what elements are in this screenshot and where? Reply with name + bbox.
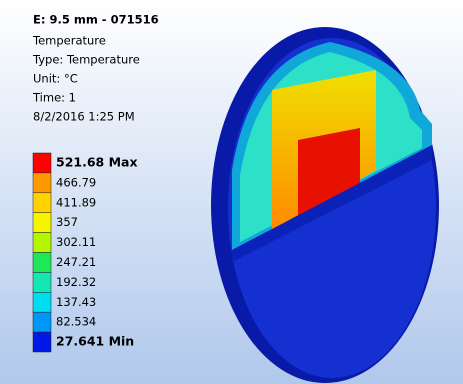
legend-swatch xyxy=(33,292,51,312)
info-line: Type: Temperature xyxy=(32,53,140,67)
legend-swatch xyxy=(33,272,51,292)
legend-label: 137.43 xyxy=(56,295,96,309)
viewport: 521.68 Max 466.79 411.89 357 302.11 247.21 192… xyxy=(0,0,463,384)
info-line: Unit: °C xyxy=(33,72,78,86)
result-title: E: 9.5 mm - 071516 xyxy=(33,13,159,27)
info-line: Temperature xyxy=(32,34,106,48)
model xyxy=(211,27,439,383)
legend-swatch xyxy=(33,332,51,352)
legend-label: 411.89 xyxy=(56,195,96,209)
legend-swatch xyxy=(33,233,51,253)
legend-label: 357 xyxy=(56,215,78,229)
info-line: Time: 1 xyxy=(32,91,76,105)
legend-label: 192.32 xyxy=(56,275,96,289)
legend-swatch xyxy=(33,213,51,233)
legend-label: 27.641 Min xyxy=(56,334,134,349)
legend-label: 521.68 Max xyxy=(56,155,138,170)
legend-swatch xyxy=(33,173,51,193)
legend-swatch xyxy=(33,153,51,173)
legend-swatch xyxy=(33,193,51,213)
legend-label: 247.21 xyxy=(56,255,96,269)
legend-swatch xyxy=(33,312,51,332)
legend-label: 466.79 xyxy=(56,175,96,189)
info-line: 8/2/2016 1:25 PM xyxy=(33,110,135,124)
legend-label: 302.11 xyxy=(56,235,96,249)
legend-swatch xyxy=(33,253,51,273)
legend-label: 82.534 xyxy=(56,315,96,329)
